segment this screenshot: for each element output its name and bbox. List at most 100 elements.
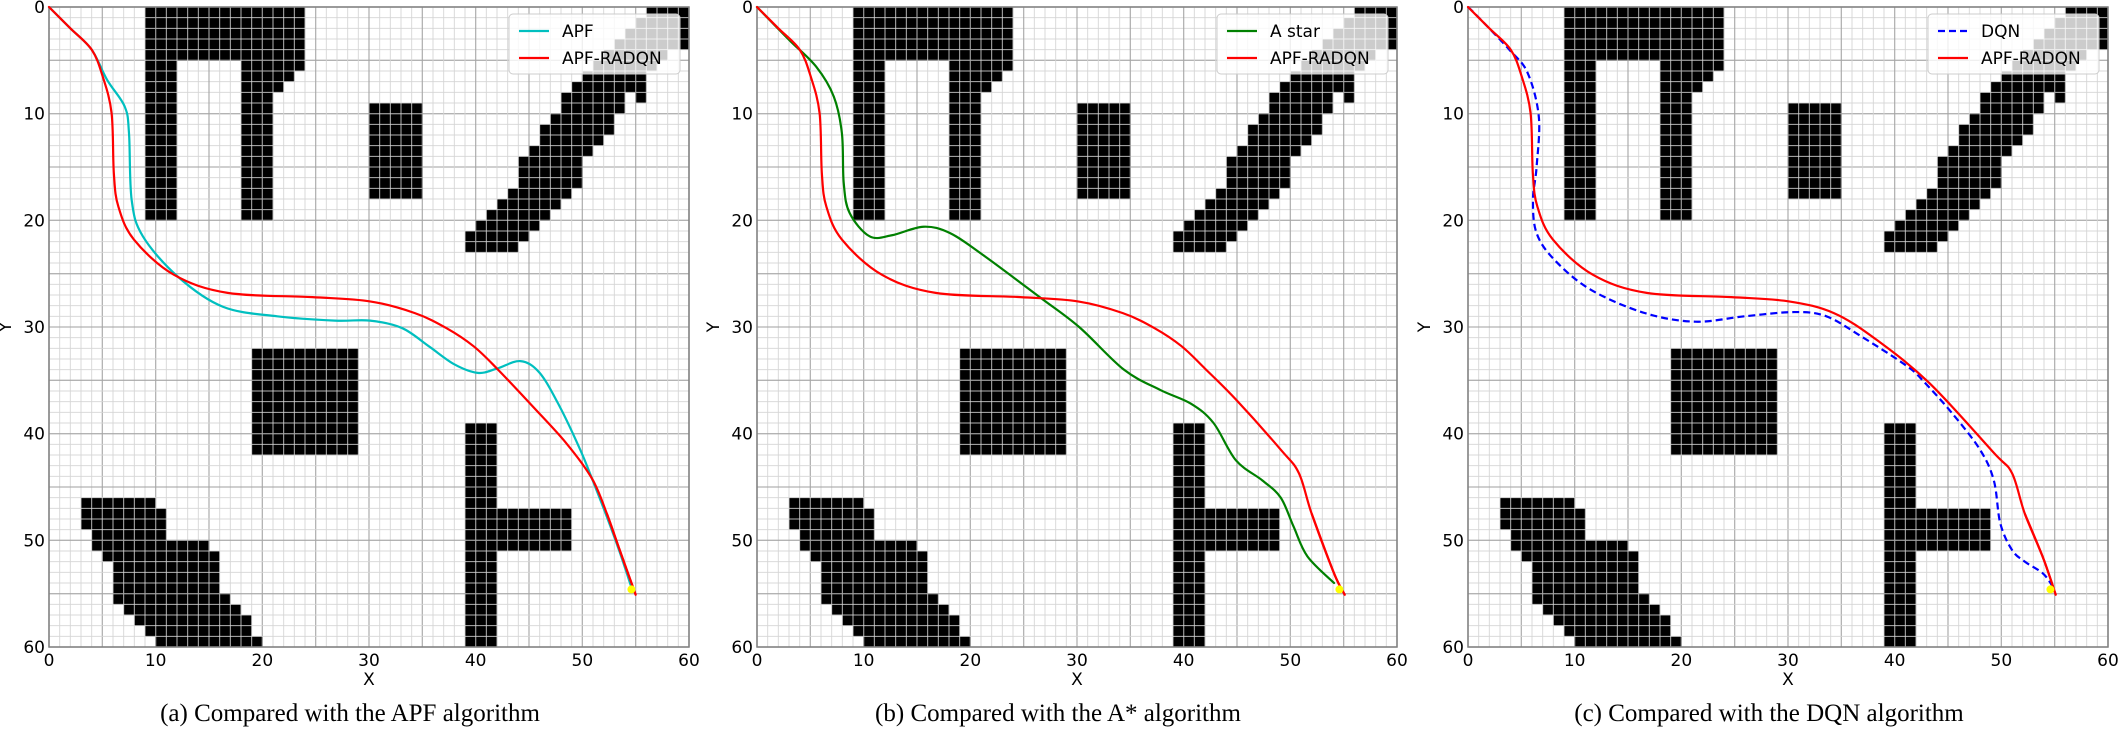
obstacle-cell <box>145 71 178 82</box>
axes-frame <box>1467 6 2109 648</box>
obstacle-cell <box>853 28 1014 40</box>
y-tick-label: 30 <box>1442 318 1464 338</box>
y-tick-label: 20 <box>1442 211 1464 231</box>
obstacle-cell <box>1660 92 1693 104</box>
obstacle-cell <box>369 103 423 114</box>
obstacle-cell <box>853 113 886 125</box>
obstacle-cell <box>1788 188 1842 200</box>
y-tick-label: 50 <box>1442 531 1464 551</box>
obstacle-cell <box>369 145 423 157</box>
legend-label: APF-RADQN <box>1981 49 2081 69</box>
obstacle-cell <box>853 156 886 168</box>
obstacle-cell <box>369 188 423 200</box>
obstacle-cell <box>241 167 274 178</box>
obstacle-cell <box>1077 188 1131 200</box>
y-axis-label: Y <box>0 321 16 333</box>
goal-marker <box>2046 585 2055 594</box>
axes-frame <box>48 6 690 648</box>
obstacle-cell <box>241 199 274 210</box>
obstacle-cell <box>465 551 498 562</box>
obstacle-cell <box>465 572 498 584</box>
obstacle-cell <box>145 39 306 50</box>
obstacle-cell <box>123 604 242 616</box>
goal-marker <box>1335 585 1344 594</box>
obstacle-cell <box>1173 593 1206 605</box>
obstacle-cell <box>1500 497 1575 509</box>
y-tick-label: 40 <box>1442 425 1464 445</box>
obstacle-cell <box>1173 572 1206 584</box>
obstacle-cell <box>1564 17 1725 29</box>
obstacle-cell <box>1077 135 1131 146</box>
obstacle-cell <box>1884 476 1917 488</box>
obstacle-cell <box>1173 561 1206 573</box>
obstacle-cell <box>1884 497 1917 509</box>
obstacle-cell <box>1173 423 1206 434</box>
obstacle-cell <box>1660 177 1693 189</box>
x-tick-label: 20 <box>960 651 982 671</box>
obstacle-cell <box>1564 145 1597 157</box>
obstacle-cell <box>465 433 498 445</box>
obstacle-cell <box>1521 551 1639 562</box>
obstacle-cell <box>241 135 274 146</box>
obstacle-cell <box>1660 145 1693 157</box>
obstacle-cell <box>799 540 918 552</box>
obstacle-cell <box>145 188 178 200</box>
obstacle-cell <box>1564 156 1597 168</box>
legend-label: DQN <box>1981 22 2020 42</box>
x-tick-label: 0 <box>44 651 55 671</box>
obstacle-cell <box>1173 455 1206 466</box>
obstacle-cell <box>799 529 875 541</box>
obstacle-cell <box>465 561 498 573</box>
obstacle-cell <box>1173 551 1206 562</box>
obstacle-cell <box>831 604 950 616</box>
obstacle-cell <box>369 113 423 125</box>
obstacle-cell <box>465 636 498 648</box>
obstacle-cell <box>1510 540 1629 552</box>
obstacle-cell <box>949 103 982 114</box>
obstacle-cell <box>145 167 178 178</box>
y-tick-label: 20 <box>731 211 753 231</box>
x-tick-label: 60 <box>678 651 700 671</box>
obstacle-cell <box>1788 135 1842 146</box>
obstacle-cell <box>1884 583 1917 594</box>
obstacle-cell <box>241 71 295 82</box>
obstacle-cell <box>241 92 274 104</box>
obstacle-cell <box>241 209 274 221</box>
legend-label: APF-RADQN <box>562 49 662 69</box>
obstacle-cell <box>369 177 423 189</box>
caption-a: (a) Compared with the APF algorithm <box>160 700 540 727</box>
y-tick-label: 60 <box>1442 638 1464 658</box>
obstacle-cell <box>1660 167 1693 178</box>
obstacle-cell <box>145 124 178 136</box>
obstacle-cell <box>1553 615 1671 626</box>
legend: DQN APF-RADQN <box>1927 13 2100 75</box>
obstacle-cell <box>853 177 886 189</box>
obstacle-cell <box>145 7 306 18</box>
obstacle-cell <box>853 167 886 178</box>
obstacle-cell <box>635 92 647 104</box>
path-apf-radqn <box>755 5 1346 596</box>
panel-a: 01020304050600102030405060XYAPFAPF-RADQN… <box>0 0 700 741</box>
obstacle-cell <box>369 135 423 146</box>
obstacle-cell <box>465 487 498 498</box>
obstacle-cell <box>1564 103 1597 114</box>
x-axis-label: X <box>1782 670 1794 690</box>
y-tick-label: 50 <box>23 531 45 551</box>
obstacle-cell <box>949 167 982 178</box>
obstacle-cell <box>1884 604 1917 616</box>
obstacle-cell <box>465 615 498 626</box>
obstacle-cell <box>853 135 886 146</box>
obstacle-cell <box>853 39 1014 50</box>
x-axis-label: X <box>363 670 375 690</box>
panel-c: 0 10 20 30 40 50 60 0 10 20 30 40 50 60 X Y DQN APF-RADQN… <box>1415 0 2119 741</box>
obstacle-cell <box>1247 124 1323 136</box>
obstacle-cell <box>949 188 982 200</box>
obstacle-cell <box>1884 615 1917 626</box>
obstacle-cell <box>853 209 886 221</box>
obstacle-cell <box>1173 625 1206 637</box>
obstacle-cell <box>853 92 886 104</box>
x-tick-label: 30 <box>1777 651 1799 671</box>
obstacle-cell <box>539 124 615 136</box>
